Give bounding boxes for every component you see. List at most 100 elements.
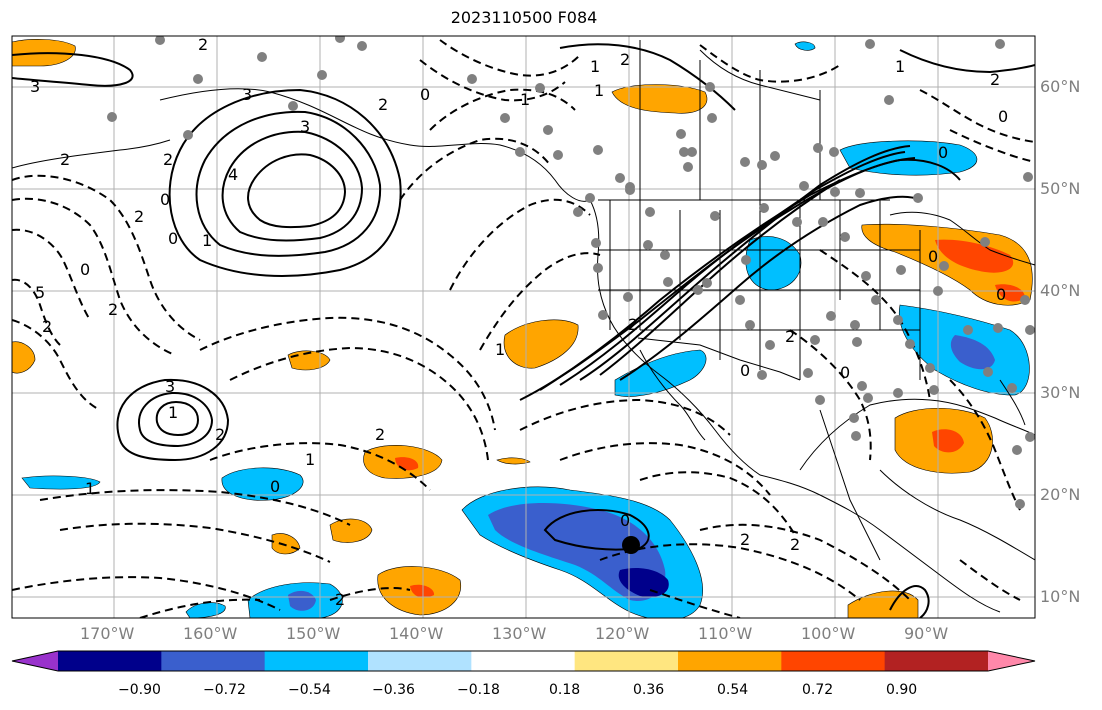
colorbar-tick-label: −0.18 [457,682,500,698]
contour-label: 2 [740,530,750,549]
lon-label: 110°W [698,624,753,643]
contour-neg-26 [919,89,1035,143]
contour-label: 0 [998,107,1008,126]
contour-label: 2 [335,590,345,609]
contour-low-ring2 [195,110,382,257]
coastlines [12,40,1035,613]
colorbar-extend-low [12,651,58,671]
station-dots [107,36,1035,509]
colorbar-tick-label: −0.54 [288,682,331,698]
contour-label: 0 [168,229,178,248]
shade-orange-w3 [329,518,373,543]
lat-label: 30°N [1040,383,1081,402]
shade-orange-tiny [496,457,531,465]
contour-low2-r1 [116,378,230,462]
contour-labels: 3 2 3 3 2 4 2 0 1 2 0 2 0 2 5 2 3 1 2 1 … [30,35,1008,609]
contour-neg-6 [199,316,496,431]
contour-label: 3 [165,377,175,396]
contour-label: 0 [270,477,280,496]
contour-neg-15 [399,137,551,201]
contour-neg-20 [639,471,796,536]
contour-label: 3 [30,77,40,96]
contour-low-ring4 [247,153,347,229]
coast-gulf [799,398,1035,471]
contour-label: 3 [300,117,310,136]
contour-neg-27 [949,129,1035,163]
contour-label: 0 [420,85,430,104]
contour-neg-2 [12,197,176,356]
contour-neg-5 [12,319,101,411]
contour-label: 5 [35,283,45,302]
contour-label: 1 [895,57,905,76]
contour-se [889,585,930,618]
contour-label: 2 [108,300,118,319]
contour-neg-31 [649,589,741,618]
colorbar-swatch [264,651,369,671]
contour-neg-30 [419,59,566,102]
contour-low2-r2 [138,391,214,448]
contours-positive [12,43,1035,618]
lon-label: 100°W [801,624,856,643]
lon-label: 160°W [183,624,238,643]
colorbar-swatch [58,651,162,671]
colorbar-tick-label: 0.54 [717,682,749,698]
contour-neg-3 [12,228,91,321]
contour-nw [12,52,134,87]
shade-red-gulf [932,429,964,453]
contour-trough2 [539,157,916,391]
shade-orange-w2 [12,341,36,374]
shade-red-sw [410,584,435,598]
contour-low2-r3 [155,400,200,437]
contour-ne-right [899,49,1035,74]
contour-neg-10 [59,522,331,563]
coast-greatlakes [889,211,1035,266]
contour-trough4 [579,145,911,381]
contour-label: 1 [594,81,604,100]
contour-low-ring1 [168,88,402,277]
shade-orange-north [611,84,708,114]
coast-mexico-east [819,409,881,561]
colorbar-outline [11,650,1036,672]
colorbar-swatch [574,651,679,671]
contour-label: 0 [80,260,90,279]
contour-neg-25 [949,379,1021,511]
contour-neg-16 [449,198,591,291]
contour-label: 2 [60,150,70,169]
contour-label: 2 [375,425,385,444]
colorbar-tick-label: 0.72 [802,682,834,698]
contour-label: 1 [590,57,600,76]
contour-label: 0 [740,361,750,380]
colorbar-tick-label: −0.36 [372,682,415,698]
contour-label: 2 [215,425,225,444]
shade-navy-southeast [950,335,995,370]
coast-baja [639,349,706,441]
colorbar-swatch [884,651,989,671]
colorbar-swatch [161,651,266,671]
colorbar [11,650,1036,672]
shade-blue-w2 [21,475,101,490]
map-title: 2023110500 F084 [450,8,598,27]
contour-label: 2 [990,70,1000,89]
coast-westcoast [589,199,1001,613]
coast-florida [999,379,1026,426]
colorbar-tick-label: 0.90 [886,682,918,698]
contour-label: 0 [928,247,938,266]
colorbar-tick-label: −0.72 [203,682,246,698]
contour-label: 2 [134,207,144,226]
shade-orange-se [847,590,919,618]
contour-trough5 [599,179,841,376]
lat-label: 10°N [1040,587,1081,606]
contour-neg-32 [959,559,1021,601]
contour-label: 2 [378,95,388,114]
contour-label: 2 [42,317,52,336]
lon-label: 120°W [595,624,650,643]
lat-label: 50°N [1040,179,1081,198]
shade-blue-w1 [221,467,304,501]
contour-label: 2 [198,35,208,54]
border-usmexico [637,337,801,381]
contour-label: 0 [996,285,1006,304]
colorbar-swatch [368,651,472,671]
location-marker [622,536,640,554]
contour-label: 2 [163,150,173,169]
lon-label: 130°W [492,624,547,643]
